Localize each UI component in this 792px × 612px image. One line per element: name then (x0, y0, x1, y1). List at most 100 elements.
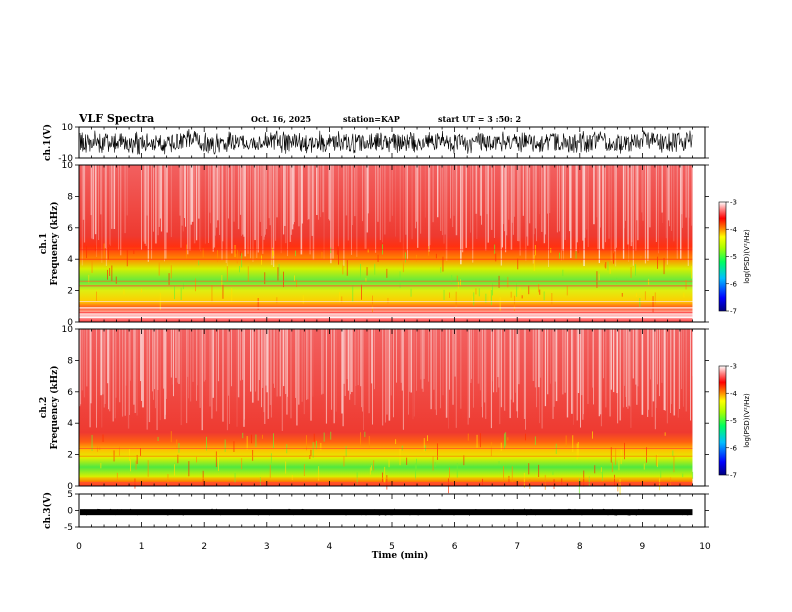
spectrogram-burst (495, 253, 497, 262)
spectrogram-burst (366, 267, 368, 276)
spectrogram-streak (616, 165, 617, 248)
spectrogram-streak (647, 165, 649, 261)
spectrogram-streak (360, 329, 362, 387)
spectrogram-streak (89, 329, 91, 428)
spectrogram-burst (302, 295, 304, 304)
spectrogram-streak (350, 329, 351, 395)
spectrogram-streak (308, 165, 310, 220)
spectrogram-burst (550, 247, 552, 253)
spectrogram-burst (663, 257, 665, 275)
x-tick-label: 6 (452, 542, 458, 552)
spectrogram-streak (609, 329, 611, 417)
spectrogram-streak (273, 165, 275, 267)
spectrogram-burst (479, 433, 481, 448)
spectrogram-burst (443, 289, 445, 300)
spectrogram-burst (528, 463, 530, 475)
spectrogram-streak (641, 165, 643, 213)
spectrogram-burst (264, 272, 266, 285)
spectrogram-burst (490, 290, 492, 306)
ch1-spec-ytick-label: 6 (67, 224, 73, 234)
spectrogram-burst (180, 287, 182, 300)
spectrogram-burst (551, 292, 553, 307)
spectrogram-fill (79, 329, 693, 486)
spectrogram-streak (471, 329, 472, 379)
spectrogram-streak (600, 329, 602, 427)
spectrogram-burst (168, 273, 170, 285)
spectrogram-burst (240, 251, 241, 256)
spectrogram-streak (173, 329, 174, 397)
spectrogram-streak (603, 165, 605, 250)
spectrogram-burst (494, 244, 496, 254)
spectrogram-streak (555, 329, 558, 402)
spectrogram-streak (654, 329, 657, 430)
spectrogram-burst (559, 252, 560, 260)
spectrogram-burst (371, 465, 372, 471)
spectrogram-burst (276, 297, 278, 304)
spectrogram-streak (351, 165, 352, 255)
spectrogram-streak (661, 329, 663, 383)
spectrogram-streak (178, 329, 180, 384)
spectrogram-streak (270, 329, 272, 418)
spectrogram-streak (386, 329, 388, 415)
spectrogram-burst (428, 246, 430, 256)
spectrogram-burst (614, 474, 615, 486)
spectrogram-streak (96, 165, 97, 257)
x-tick-label: 4 (327, 542, 333, 552)
spectrogram-burst (296, 279, 298, 288)
spectrogram-streak (497, 329, 499, 378)
ch2-spec-ytick-label: 4 (67, 419, 73, 429)
spectrogram-streak (159, 329, 161, 421)
spectrogram-streak (96, 329, 97, 428)
spectrogram-streak (680, 165, 682, 260)
spectrogram-burst (91, 259, 93, 273)
start-time-label: start UT = 3 :50: 2 (438, 114, 521, 124)
spectrogram-burst (241, 253, 243, 268)
spectrogram-streak (481, 165, 482, 225)
spectrogram-streak (257, 329, 259, 401)
spectrogram-burst (657, 256, 658, 269)
spectrogram-streak (279, 329, 281, 397)
colorbar (718, 201, 727, 312)
spectrogram-streak (536, 329, 537, 408)
spectrogram-streak (603, 329, 604, 379)
spectrogram-streak (549, 165, 551, 214)
spectrogram-streak (263, 329, 265, 413)
spectrogram-streak (460, 165, 462, 265)
spectrogram-burst (91, 434, 93, 451)
spectrogram-streak (540, 329, 542, 378)
spectrogram-streak (187, 165, 189, 255)
spectrogram-streak (107, 329, 109, 384)
spectrogram-burst (233, 441, 235, 452)
spectrogram-streak (250, 165, 251, 259)
spectrogram-ylabel: Frequency (kHz) (49, 201, 60, 285)
spectrogram-streak (158, 165, 161, 227)
spectrogram-streak (659, 329, 660, 397)
spectrogram-streak (252, 165, 254, 262)
spectrogram-burst (272, 247, 273, 260)
spectrogram-streak (539, 329, 540, 424)
spectrogram-streak (108, 329, 109, 410)
spectrogram-streak (101, 329, 103, 428)
spectrogram-streak (200, 165, 202, 252)
spectrogram-streak (209, 329, 211, 407)
spectrogram-streak (420, 165, 422, 234)
spectrogram-streak (228, 329, 229, 396)
spectrogram-streak (487, 165, 489, 243)
spectrogram-streak (180, 165, 182, 248)
spectrogram-streak (268, 165, 270, 219)
spectrogram-streak (624, 165, 625, 229)
spectrogram-burst (449, 467, 450, 479)
spectrogram-burst (507, 437, 509, 441)
spectrogram-burst (507, 276, 509, 288)
spectrogram-streak (102, 329, 104, 395)
spectrogram-streak (275, 165, 277, 241)
spectrogram-streak (583, 329, 584, 415)
spectrogram-streak (685, 329, 687, 412)
spectrogram-streak (556, 165, 558, 233)
spectrogram-streak (347, 329, 349, 391)
spectrogram-streak (500, 329, 502, 408)
spectrogram-burst (636, 293, 637, 297)
spectrogram-streak (325, 329, 328, 424)
ch1-spec-ytick-label: 8 (67, 192, 73, 202)
spectrogram-streak (233, 165, 235, 222)
